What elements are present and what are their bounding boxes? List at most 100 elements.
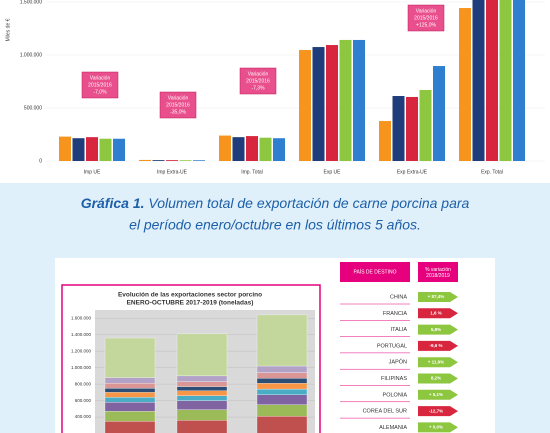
trend-arrow [418, 389, 458, 400]
bar [113, 138, 125, 161]
bar [486, 0, 498, 161]
bar-segment [176, 395, 228, 401]
y-axis-label: Miles de € [5, 18, 11, 41]
table-header-cell [418, 262, 458, 282]
trend-arrow [418, 422, 458, 433]
bar [472, 0, 485, 161]
change: + 5,1% [429, 392, 443, 397]
bar [406, 96, 418, 161]
y-tick-label: 1.600.000 [71, 315, 92, 320]
change: 5,8% [431, 327, 441, 332]
change: 1,6 % [430, 310, 442, 315]
x-tick-label: Exp. Total [481, 169, 503, 175]
trend-arrow [418, 324, 458, 335]
bar [392, 96, 405, 161]
bar-segment [256, 378, 308, 384]
caption-label: Gráfica 1. [81, 195, 145, 211]
y-tick-label: 1.000.000 [71, 365, 92, 370]
bar-segment [256, 394, 308, 405]
country: ITALIA [391, 327, 408, 333]
bar-segment [176, 409, 228, 421]
bar-segment [104, 411, 156, 422]
bar-segment [256, 314, 308, 367]
trend-arrow [418, 357, 458, 368]
annotation-text: Variación [168, 95, 189, 101]
trend-arrow [418, 292, 458, 302]
bar [193, 160, 205, 161]
bar-segment [176, 400, 228, 410]
y-tick-label: 800.000 [75, 381, 92, 386]
bar [419, 89, 432, 161]
annotation-text: 2015/2016 [88, 82, 112, 88]
change: + 0,0% [429, 425, 443, 430]
bar-segment [104, 383, 156, 389]
country: POLONIA [383, 392, 408, 398]
bar [379, 121, 391, 161]
y-tick-label: 1.200.000 [71, 348, 92, 353]
trend-arrow [418, 340, 458, 351]
bar-segment [104, 388, 156, 393]
bar [273, 138, 285, 161]
annotation-box [239, 67, 277, 95]
table-header: PAÍS DE DESTINO [354, 268, 397, 275]
country: JAPÓN [389, 359, 407, 366]
bar [433, 66, 445, 161]
bar [166, 160, 178, 161]
country: COREA DEL SUR [363, 409, 407, 415]
y-tick-label: 0 [39, 158, 42, 164]
bar-segment [176, 390, 228, 396]
bar-segment [104, 337, 156, 378]
bar-segment [176, 375, 228, 382]
bar-segment [256, 404, 308, 417]
bar [179, 160, 192, 161]
bar [259, 137, 272, 161]
change: -9,6 % [429, 343, 442, 348]
change: -12,7% [429, 408, 443, 413]
annotation-text: Variación [248, 71, 269, 77]
bar-segment [104, 377, 156, 384]
bar [86, 137, 98, 161]
bar [139, 159, 151, 161]
bar-segment [256, 372, 308, 379]
bar [232, 137, 245, 161]
bar-segment [256, 383, 308, 390]
country: ALEMANIA [379, 425, 407, 431]
table-header-box: % variación 2018/2019 [425, 267, 451, 279]
chart-title: ENERO-OCTUBRE 2017-2019 (toneladas) [127, 300, 254, 307]
bar [59, 136, 71, 161]
bar-segment [256, 365, 308, 373]
change: 8,2% [431, 376, 441, 381]
bar [326, 45, 338, 162]
bar-segment [256, 416, 308, 433]
bar [499, 0, 512, 161]
annotation-text: 2015/2016 [246, 78, 270, 84]
y-tick-label: 1.500.000 [20, 0, 42, 5]
y-tick-label: 1.000.000 [20, 52, 42, 58]
y-tick-label: 400.000 [75, 414, 92, 419]
bar-segment [104, 402, 156, 412]
country: FILIPINAS [381, 376, 407, 382]
x-tick-label: Imp. Total [241, 169, 263, 175]
y-tick-label: 1.400.000 [71, 332, 92, 337]
bar [99, 138, 112, 161]
bar-segment [176, 381, 228, 387]
bar [299, 50, 311, 161]
bar [312, 47, 325, 161]
bar [72, 138, 85, 161]
y-tick-label: 600.000 [75, 398, 92, 403]
chart-title: Evolución de las exportaciones sector po… [118, 292, 262, 299]
country: FRANCIA [383, 311, 407, 317]
bar-segment [256, 388, 308, 395]
y-tick-label: 500.000 [24, 105, 42, 111]
bar-segment [104, 392, 156, 398]
x-tick-label: Imp UE [84, 169, 101, 175]
caption-line: Gráfica 1. Volumen total de exportación … [81, 195, 470, 211]
x-tick-label: Exp UE [324, 169, 342, 175]
trend-arrow [418, 373, 458, 384]
caption-text: Volumen total de exportación de carne po… [148, 195, 469, 211]
x-tick-label: Imp Extra-UE [157, 169, 188, 175]
bar [459, 8, 471, 162]
bar [513, 0, 525, 162]
